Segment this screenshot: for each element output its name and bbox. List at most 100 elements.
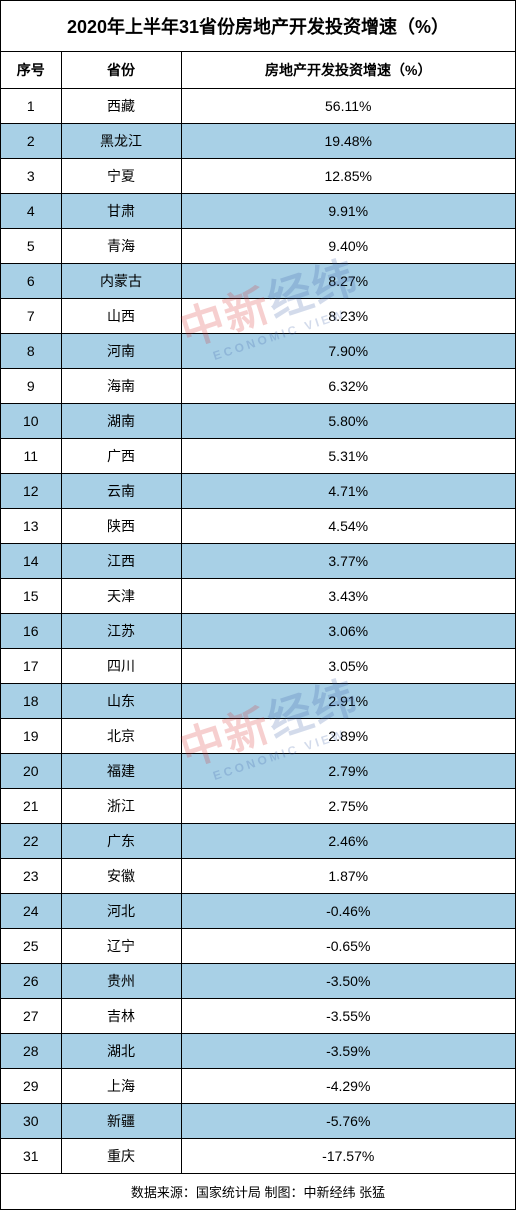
cell-index: 10 (1, 404, 61, 439)
cell-province: 江西 (61, 544, 181, 579)
table-row: 4甘肃9.91% (1, 194, 515, 229)
table-row: 28湖北-3.59% (1, 1034, 515, 1069)
cell-rate: -0.46% (181, 894, 515, 929)
cell-province: 西藏 (61, 89, 181, 124)
table-row: 1西藏56.11% (1, 89, 515, 124)
header-row: 序号 省份 房地产开发投资增速（%） (1, 52, 515, 89)
cell-rate: 1.87% (181, 859, 515, 894)
table-row: 26贵州-3.50% (1, 964, 515, 999)
cell-index: 16 (1, 614, 61, 649)
cell-index: 3 (1, 159, 61, 194)
cell-province: 贵州 (61, 964, 181, 999)
table-container: 2020年上半年31省份房地产开发投资增速（%） 序号 省份 房地产开发投资增速… (0, 0, 516, 1210)
table-row: 17四川3.05% (1, 649, 515, 684)
cell-province: 广西 (61, 439, 181, 474)
cell-index: 26 (1, 964, 61, 999)
table-row: 5青海9.40% (1, 229, 515, 264)
table-row: 20福建2.79% (1, 754, 515, 789)
table-row: 10湖南5.80% (1, 404, 515, 439)
cell-province: 安徽 (61, 859, 181, 894)
table-body: 1西藏56.11%2黑龙江19.48%3宁夏12.85%4甘肃9.91%5青海9… (1, 89, 515, 1174)
cell-province: 宁夏 (61, 159, 181, 194)
cell-rate: -4.29% (181, 1069, 515, 1104)
cell-index: 25 (1, 929, 61, 964)
table-row: 9海南6.32% (1, 369, 515, 404)
table-footer: 数据来源：国家统计局 制图：中新经纬 张猛 (1, 1174, 515, 1209)
cell-rate: 56.11% (181, 89, 515, 124)
cell-province: 甘肃 (61, 194, 181, 229)
cell-rate: -17.57% (181, 1139, 515, 1174)
table-row: 19北京2.89% (1, 719, 515, 754)
table-row: 18山东2.91% (1, 684, 515, 719)
cell-province: 云南 (61, 474, 181, 509)
cell-province: 河北 (61, 894, 181, 929)
cell-rate: -3.55% (181, 999, 515, 1034)
table-row: 15天津3.43% (1, 579, 515, 614)
cell-rate: -0.65% (181, 929, 515, 964)
cell-province: 江苏 (61, 614, 181, 649)
header-province: 省份 (61, 52, 181, 89)
table-row: 13陕西4.54% (1, 509, 515, 544)
cell-rate: 4.54% (181, 509, 515, 544)
table-row: 27吉林-3.55% (1, 999, 515, 1034)
cell-rate: 8.27% (181, 264, 515, 299)
cell-rate: 2.75% (181, 789, 515, 824)
cell-index: 31 (1, 1139, 61, 1174)
cell-index: 12 (1, 474, 61, 509)
cell-index: 22 (1, 824, 61, 859)
cell-index: 19 (1, 719, 61, 754)
table-row: 14江西3.77% (1, 544, 515, 579)
cell-index: 27 (1, 999, 61, 1034)
cell-province: 海南 (61, 369, 181, 404)
cell-index: 24 (1, 894, 61, 929)
cell-rate: 5.31% (181, 439, 515, 474)
cell-province: 山东 (61, 684, 181, 719)
cell-province: 青海 (61, 229, 181, 264)
cell-rate: -3.59% (181, 1034, 515, 1069)
cell-province: 山西 (61, 299, 181, 334)
cell-rate: 2.46% (181, 824, 515, 859)
table-row: 6内蒙古8.27% (1, 264, 515, 299)
cell-province: 天津 (61, 579, 181, 614)
cell-province: 辽宁 (61, 929, 181, 964)
cell-rate: 3.06% (181, 614, 515, 649)
cell-index: 11 (1, 439, 61, 474)
table-row: 25辽宁-0.65% (1, 929, 515, 964)
table-row: 29上海-4.29% (1, 1069, 515, 1104)
table-row: 23安徽1.87% (1, 859, 515, 894)
cell-province: 四川 (61, 649, 181, 684)
cell-rate: 6.32% (181, 369, 515, 404)
cell-rate: 4.71% (181, 474, 515, 509)
cell-province: 河南 (61, 334, 181, 369)
cell-province: 新疆 (61, 1104, 181, 1139)
cell-index: 15 (1, 579, 61, 614)
cell-province: 湖北 (61, 1034, 181, 1069)
cell-rate: -3.50% (181, 964, 515, 999)
table-row: 3宁夏12.85% (1, 159, 515, 194)
header-index: 序号 (1, 52, 61, 89)
header-rate: 房地产开发投资增速（%） (181, 52, 515, 89)
cell-rate: 9.40% (181, 229, 515, 264)
table-row: 7山西8.23% (1, 299, 515, 334)
cell-index: 28 (1, 1034, 61, 1069)
cell-province: 北京 (61, 719, 181, 754)
cell-rate: 7.90% (181, 334, 515, 369)
cell-rate: 12.85% (181, 159, 515, 194)
cell-rate: 2.89% (181, 719, 515, 754)
table-row: 30新疆-5.76% (1, 1104, 515, 1139)
cell-rate: 3.43% (181, 579, 515, 614)
cell-index: 20 (1, 754, 61, 789)
cell-index: 13 (1, 509, 61, 544)
cell-province: 吉林 (61, 999, 181, 1034)
cell-index: 2 (1, 124, 61, 159)
cell-province: 湖南 (61, 404, 181, 439)
cell-rate: 9.91% (181, 194, 515, 229)
cell-index: 9 (1, 369, 61, 404)
table-title: 2020年上半年31省份房地产开发投资增速（%） (1, 1, 515, 52)
table-row: 21浙江2.75% (1, 789, 515, 824)
cell-province: 福建 (61, 754, 181, 789)
cell-province: 上海 (61, 1069, 181, 1104)
cell-index: 14 (1, 544, 61, 579)
cell-index: 4 (1, 194, 61, 229)
cell-rate: -5.76% (181, 1104, 515, 1139)
